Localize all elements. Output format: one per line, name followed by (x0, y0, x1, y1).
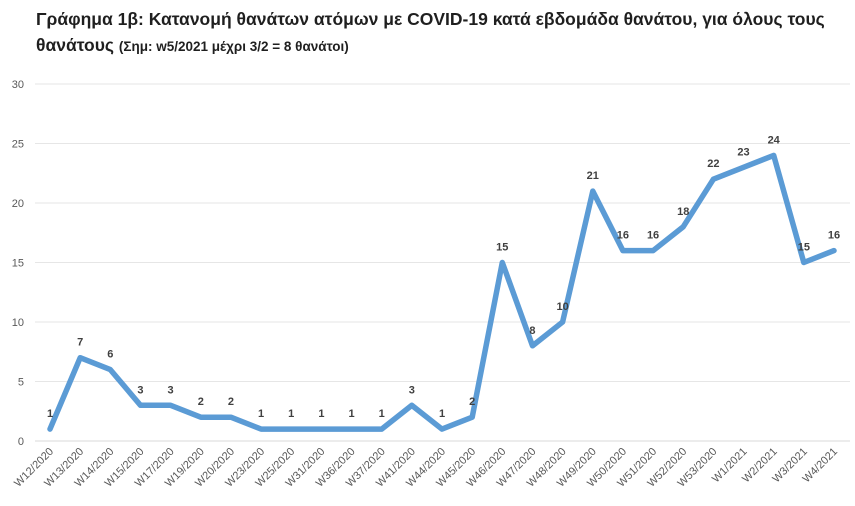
gridlines (35, 83, 850, 442)
data-label: 16 (647, 230, 659, 242)
series-line-deaths (47, 152, 837, 432)
y-tick-label: 30 (12, 79, 24, 91)
data-label: 16 (617, 230, 629, 242)
data-label: 7 (77, 337, 83, 349)
x-axis-ticks: W12/2020W13/2020W14/2020W15/2020W17/2020… (12, 446, 840, 490)
data-label: 1 (288, 408, 294, 420)
chart-title-note: (Σημ: w5/2021 μέχρι 3/2 = 8 θανάτοι) (118, 39, 349, 54)
y-tick-label: 5 (18, 377, 24, 389)
data-label: 8 (529, 325, 535, 337)
y-axis-ticks: 0 5 10 15 20 25 30 (12, 79, 24, 448)
series-line (47, 152, 837, 432)
data-label: 22 (707, 158, 719, 170)
data-label: 16 (828, 230, 840, 242)
data-label: 10 (556, 301, 568, 313)
data-label: 3 (409, 384, 415, 396)
data-label: 1 (258, 408, 264, 420)
data-label: 1 (318, 408, 324, 420)
y-tick-label: 25 (12, 139, 24, 151)
data-label: 24 (768, 134, 781, 146)
y-tick-label: 20 (12, 198, 24, 210)
data-label: 18 (677, 206, 689, 218)
data-label: 15 (496, 242, 508, 254)
data-label: 2 (469, 396, 475, 408)
data-label: 21 (587, 170, 599, 182)
data-label: 1 (439, 408, 445, 420)
data-label: 6 (107, 349, 113, 361)
data-label: 3 (137, 384, 143, 396)
data-label: 1 (47, 408, 53, 420)
chart-title: Γράφημα 1β: Κατανομή θανάτων ατόμων με C… (36, 6, 836, 60)
data-label: 1 (379, 408, 385, 420)
data-label: 2 (228, 396, 234, 408)
data-label: 2 (198, 396, 204, 408)
y-tick-label: 0 (18, 436, 24, 448)
chart-title-main: Γράφημα 1β: Κατανομή θανάτων ατόμων με C… (36, 9, 825, 55)
y-tick-label: 10 (12, 317, 24, 329)
data-label: 3 (168, 384, 174, 396)
y-tick-label: 15 (12, 258, 24, 270)
data-label: 23 (737, 146, 749, 158)
data-label: 15 (798, 242, 810, 254)
data-label: 1 (348, 408, 354, 420)
